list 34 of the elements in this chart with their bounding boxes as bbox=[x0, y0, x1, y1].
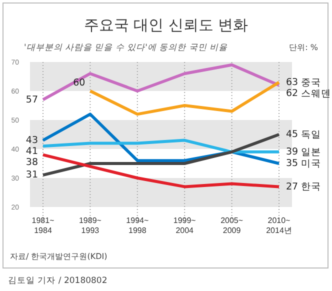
text: 단위: % bbox=[289, 43, 318, 52]
text: 스웨덴 bbox=[301, 88, 332, 99]
data-label: 31 bbox=[26, 170, 38, 181]
text: 일본 bbox=[301, 146, 322, 158]
text: 독일 bbox=[301, 129, 322, 140]
line-series bbox=[42, 153, 280, 188]
chart-title: 주요국 대인 신뢰도 변화 bbox=[84, 16, 248, 34]
data-label: 63 bbox=[286, 76, 298, 88]
data-label: 38 bbox=[26, 156, 38, 168]
text: 자료/ 한국개발연구원(KDI) bbox=[10, 252, 108, 261]
line-series bbox=[42, 138, 280, 154]
data-label: 62 bbox=[286, 88, 298, 99]
data-label: 43 bbox=[26, 134, 38, 146]
x-tick-label: 2010~2014년 bbox=[266, 216, 292, 235]
x-tick-label: 1999~2004 bbox=[173, 216, 196, 235]
line-series bbox=[42, 133, 280, 177]
text: 김토일 기자 / 20180802 bbox=[8, 276, 108, 286]
x-tick-label: 1994~1998 bbox=[126, 216, 149, 235]
line-series bbox=[42, 63, 280, 102]
data-label: 35 bbox=[286, 158, 298, 170]
x-tick-label: 1989~1993 bbox=[78, 216, 102, 235]
data-label: 45 bbox=[286, 129, 298, 140]
x-tick-label: 2005~2009 bbox=[220, 216, 244, 235]
text: 미국 bbox=[301, 158, 322, 170]
text: 한국 bbox=[301, 181, 322, 192]
data-label: 27 bbox=[286, 181, 298, 192]
data-label: 39 bbox=[286, 146, 298, 158]
data-label: 60 bbox=[73, 78, 86, 89]
chart-subtitle: '대부분의 사람을 믿을 수 있다'에 동의한 국민 비율 bbox=[24, 43, 228, 53]
data-label: 57 bbox=[26, 94, 38, 106]
data-label: 41 bbox=[26, 146, 38, 157]
line-series bbox=[88, 80, 280, 116]
text: 중국 bbox=[301, 76, 322, 88]
x-tick-label: 1981~1984 bbox=[32, 216, 55, 235]
